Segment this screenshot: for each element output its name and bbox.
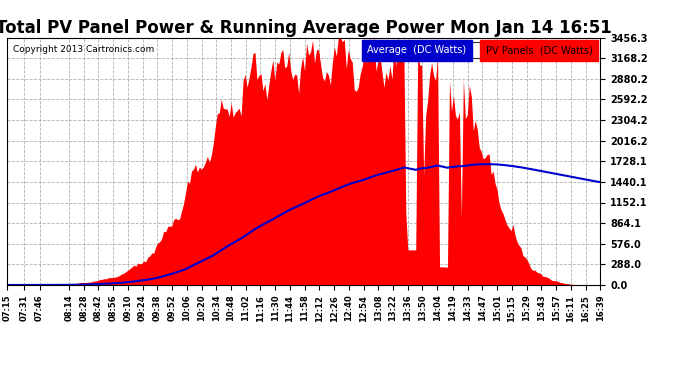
Text: Copyright 2013 Cartronics.com: Copyright 2013 Cartronics.com bbox=[13, 45, 154, 54]
Title: Total PV Panel Power & Running Average Power Mon Jan 14 16:51: Total PV Panel Power & Running Average P… bbox=[0, 20, 611, 38]
Legend: Average  (DC Watts), PV Panels  (DC Watts): Average (DC Watts), PV Panels (DC Watts) bbox=[364, 42, 595, 58]
